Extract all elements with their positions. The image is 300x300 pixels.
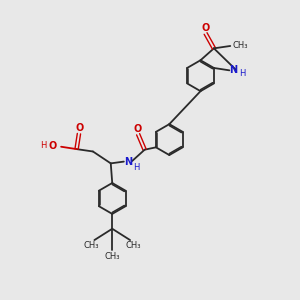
Text: N: N [229, 65, 237, 75]
Text: H: H [40, 141, 46, 150]
Text: CH₃: CH₃ [233, 40, 248, 50]
Text: CH₃: CH₃ [83, 241, 99, 250]
Text: O: O [202, 23, 210, 33]
Text: H: H [239, 69, 245, 78]
Text: O: O [75, 123, 84, 133]
Text: O: O [49, 140, 57, 151]
Text: CH₃: CH₃ [126, 241, 141, 250]
Text: O: O [134, 124, 142, 134]
Text: N: N [124, 157, 132, 166]
Text: H: H [133, 163, 140, 172]
Text: CH₃: CH₃ [104, 252, 120, 261]
